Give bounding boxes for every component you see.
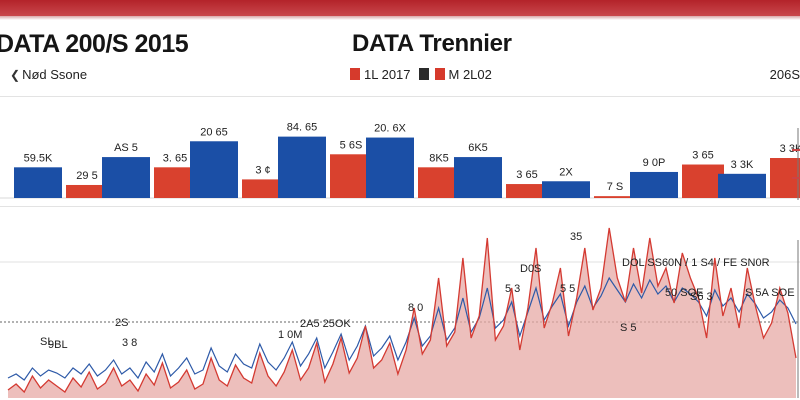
legend-swatch-3: [434, 68, 445, 80]
chart-title-center: DATA Trennier: [352, 30, 512, 57]
bar-red-4: [330, 154, 372, 198]
bar-label-blue-6: 6K5: [468, 142, 488, 154]
annotation-9: 35: [570, 231, 582, 243]
label-left: ❮ Nød Ssone: [10, 67, 87, 82]
legend-label-1: 1L 2017: [364, 66, 411, 82]
bar-red-2: [154, 167, 196, 198]
bar-label-blue-1: 59.5K: [24, 152, 53, 164]
annotation-11: S6 3: [690, 291, 713, 303]
bar-label-blue-3: 20 65: [200, 126, 228, 138]
chart-legend: 1L 2017 M 2L02: [348, 66, 498, 82]
bar-label-blue-7: 2X: [559, 166, 573, 178]
bar-blue-7: [542, 181, 590, 198]
bar-label-red-5: 8K5: [429, 152, 449, 164]
bar-label-red-9: 3 3K: [780, 143, 800, 155]
bar-red-1: [66, 184, 108, 198]
bar-red-5: [418, 167, 460, 198]
label-right: 206S: [769, 67, 800, 82]
annotation-15: S 5A SOE: [745, 287, 795, 299]
annotation-2: 9BL: [48, 339, 68, 351]
legend-swatch-2: [418, 68, 429, 80]
annotation-6: D0S: [520, 263, 541, 275]
bar-label-red-2: 3. 65: [163, 152, 187, 164]
header-accent-shadow: [0, 16, 800, 20]
line-series-red: [7, 227, 797, 394]
annotation-14: 50 SOE: [665, 287, 704, 299]
label-left-text: Nød Ssone: [22, 67, 88, 82]
area-fill: [8, 228, 796, 398]
bar-red-3: [242, 179, 284, 198]
annotation-8: 5 5: [560, 283, 575, 295]
divider-top: [0, 96, 800, 97]
annotation-1: 3 8: [122, 337, 137, 349]
bar-label-blue-2: AS 5: [114, 142, 138, 154]
annotation-5: 1 0M: [278, 329, 302, 341]
annotation-10: S 5: [620, 322, 637, 334]
bar-blue-1: [14, 167, 62, 198]
legend-swatch-1: [350, 68, 360, 80]
nav-icon: ❮: [10, 68, 21, 82]
bar-blue-5: [366, 137, 414, 198]
bar-blue-4: [278, 136, 326, 198]
bar-blue-9: [718, 173, 766, 198]
annotation-13: DOL SS60N / 1 S4 / FE SN0R: [622, 257, 770, 269]
bar-red-8: [682, 164, 724, 198]
bar-label-red-6: 3 65: [516, 169, 537, 181]
bar-label-red-1: 29 5: [76, 170, 97, 182]
bar-blue-2: [102, 157, 150, 198]
annotation-4: 8 0: [408, 302, 423, 314]
bar-blue-3: [190, 141, 238, 198]
divider-middle: [0, 206, 800, 207]
annotation-3: 2A5 25OK: [300, 318, 351, 330]
bar-blue-8: [630, 171, 678, 198]
line-series-blue: [7, 276, 797, 381]
bar-label-red-3: 3 ¢: [255, 164, 270, 176]
bar-label-blue-9: 3 3K: [731, 159, 754, 171]
chart-title-left: DATA 200/S 2015: [0, 30, 189, 58]
annotation-12: SL: [40, 336, 53, 348]
bar-label-blue-8: 9 0P: [643, 157, 666, 169]
header-accent-bar: [0, 0, 800, 16]
bar-label-blue-4: 84. 65: [287, 122, 318, 134]
bar-red-6: [506, 184, 548, 198]
bar-label-blue-5: 20. 6X: [374, 123, 406, 135]
annotation-7: 5 3: [505, 283, 520, 295]
bar-label-red-8: 3 65: [692, 150, 713, 162]
legend-label-3: M 2L02: [448, 66, 492, 82]
bar-label-red-4: 5 6S: [340, 139, 363, 151]
bar-red-7: [594, 196, 636, 198]
bar-label-red-7: 7 S: [607, 181, 624, 193]
annotation-0: 2S: [115, 317, 128, 329]
bar-blue-6: [454, 157, 502, 198]
